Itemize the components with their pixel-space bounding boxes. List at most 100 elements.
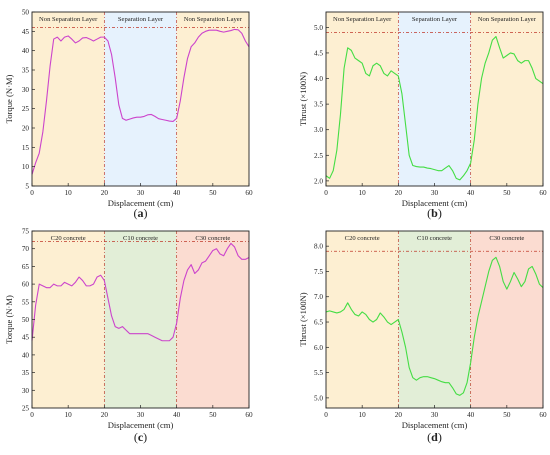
- y-tick-label: 6.0: [314, 344, 323, 352]
- y-tick-label: 2.5: [314, 152, 323, 160]
- chart-panel-b: Non Separation Layer Separation Layer Non …: [298, 11, 547, 220]
- x-tick-label: 40: [173, 189, 181, 197]
- zone-label: C30 concrete: [195, 235, 230, 242]
- x-axis-label: Displacement (cm): [108, 198, 174, 208]
- x-axis-label: Displacement (cm): [402, 198, 468, 208]
- zone-band: [398, 231, 471, 408]
- panel-caption: (c): [134, 430, 147, 444]
- y-tick-label: 45: [22, 28, 30, 36]
- panel-caption: (b): [427, 206, 442, 220]
- zone-label: Non Separation Layer: [333, 16, 392, 23]
- zone-band: [176, 12, 249, 186]
- y-tick-label: 50: [22, 316, 30, 324]
- y-tick-label: 3.5: [314, 101, 323, 109]
- zone-band: [32, 12, 105, 186]
- x-tick-label: 50: [503, 411, 511, 419]
- series-line: [31, 242, 250, 342]
- y-tick-label: 30: [22, 86, 30, 94]
- x-axis-label: Displacement (cm): [108, 420, 174, 430]
- zone-label: Non Separation Layer: [478, 16, 537, 23]
- y-tick-label: 4.0: [314, 75, 323, 83]
- caption-paren-close: ): [438, 206, 442, 220]
- zone-band: [326, 12, 399, 186]
- y-tick-label: 2.0: [314, 177, 323, 185]
- zone-label: C30 concrete: [489, 235, 524, 242]
- zone-label: C10 concrete: [417, 235, 452, 242]
- x-tick-label: 40: [173, 411, 181, 419]
- zone-label: Separation Layer: [412, 16, 458, 23]
- zone-band: [470, 231, 543, 408]
- caption-paren-open: (: [427, 430, 431, 444]
- x-tick-label: 20: [395, 189, 403, 197]
- y-tick-label: 5.5: [314, 369, 323, 377]
- caption-paren-open: (: [134, 206, 138, 220]
- series-line: [325, 36, 544, 181]
- series-line: [325, 256, 544, 396]
- y-tick-label: 40: [22, 47, 30, 55]
- y-tick-label: 5.0: [314, 24, 323, 32]
- zone-label: Non Separation Layer: [39, 16, 98, 23]
- x-tick-label: 10: [65, 189, 73, 197]
- x-tick-label: 50: [503, 189, 511, 197]
- x-tick-label: 20: [101, 411, 109, 419]
- chart-panel-c: C20 concrete C10 concrete C30 concrete 0 10 2…: [4, 228, 253, 445]
- x-tick-label: 30: [137, 189, 145, 197]
- chart-panel-a: Non Separation Layer Separation Layer Non …: [4, 9, 253, 221]
- caption-paren-open: (: [134, 430, 138, 444]
- caption-paren-close: ): [143, 430, 147, 444]
- x-tick-label: 30: [431, 189, 439, 197]
- x-tick-label: 20: [101, 189, 109, 197]
- y-tick-label: 7.0: [314, 293, 323, 301]
- x-tick-label: 50: [209, 411, 217, 419]
- x-tick-label: 50: [209, 189, 217, 197]
- caption-letter: b: [431, 206, 438, 220]
- caption-letter: c: [138, 430, 144, 444]
- y-axis-label: Torque (N·M): [4, 74, 14, 123]
- caption-letter: d: [431, 430, 438, 444]
- y-tick-label: 35: [22, 369, 30, 377]
- x-tick-label: 60: [539, 411, 547, 419]
- y-tick-label: 10: [22, 163, 30, 171]
- y-axis-label: Thrust (×100N): [298, 292, 308, 346]
- x-tick-label: 30: [137, 411, 145, 419]
- y-tick-label: 8.0: [314, 243, 323, 251]
- y-tick-label: 55: [22, 298, 30, 306]
- x-tick-label: 0: [30, 411, 34, 419]
- y-tick-label: 50: [22, 9, 30, 17]
- zone-label: C20 concrete: [51, 235, 86, 242]
- x-axis-label: Displacement (cm): [402, 420, 468, 430]
- x-tick-label: 60: [245, 411, 253, 419]
- y-axis-label: Torque (N·M): [4, 295, 14, 344]
- y-axis-label: Thrust (×100N): [298, 72, 308, 126]
- zone-band: [104, 231, 177, 408]
- y-tick-label: 35: [22, 67, 30, 75]
- y-tick-label: 60: [22, 281, 30, 289]
- zone-band: [470, 12, 543, 186]
- y-tick-label: 5: [25, 183, 29, 191]
- y-tick-label: 65: [22, 263, 30, 271]
- zone-label: Separation Layer: [118, 16, 164, 23]
- x-tick-label: 60: [245, 189, 253, 197]
- zone-band: [398, 12, 471, 186]
- x-tick-label: 60: [539, 189, 547, 197]
- x-tick-label: 0: [324, 189, 328, 197]
- caption-paren-close: ): [144, 206, 148, 220]
- panel-caption: (d): [427, 430, 442, 444]
- y-tick-label: 20: [22, 125, 30, 133]
- series-line: [31, 28, 250, 175]
- y-tick-label: 75: [22, 228, 30, 236]
- x-tick-label: 0: [324, 411, 328, 419]
- y-tick-label: 40: [22, 351, 30, 359]
- y-tick-label: 25: [22, 105, 30, 113]
- x-tick-label: 10: [359, 411, 367, 419]
- zone-band: [176, 231, 249, 408]
- y-tick-label: 45: [22, 334, 30, 342]
- zone-band: [32, 231, 105, 408]
- x-tick-label: 40: [467, 189, 475, 197]
- y-tick-label: 4.5: [314, 49, 323, 57]
- zone-band: [104, 12, 177, 186]
- x-tick-label: 0: [30, 189, 34, 197]
- zone-label: C20 concrete: [345, 235, 380, 242]
- caption-paren-open: (: [427, 206, 431, 220]
